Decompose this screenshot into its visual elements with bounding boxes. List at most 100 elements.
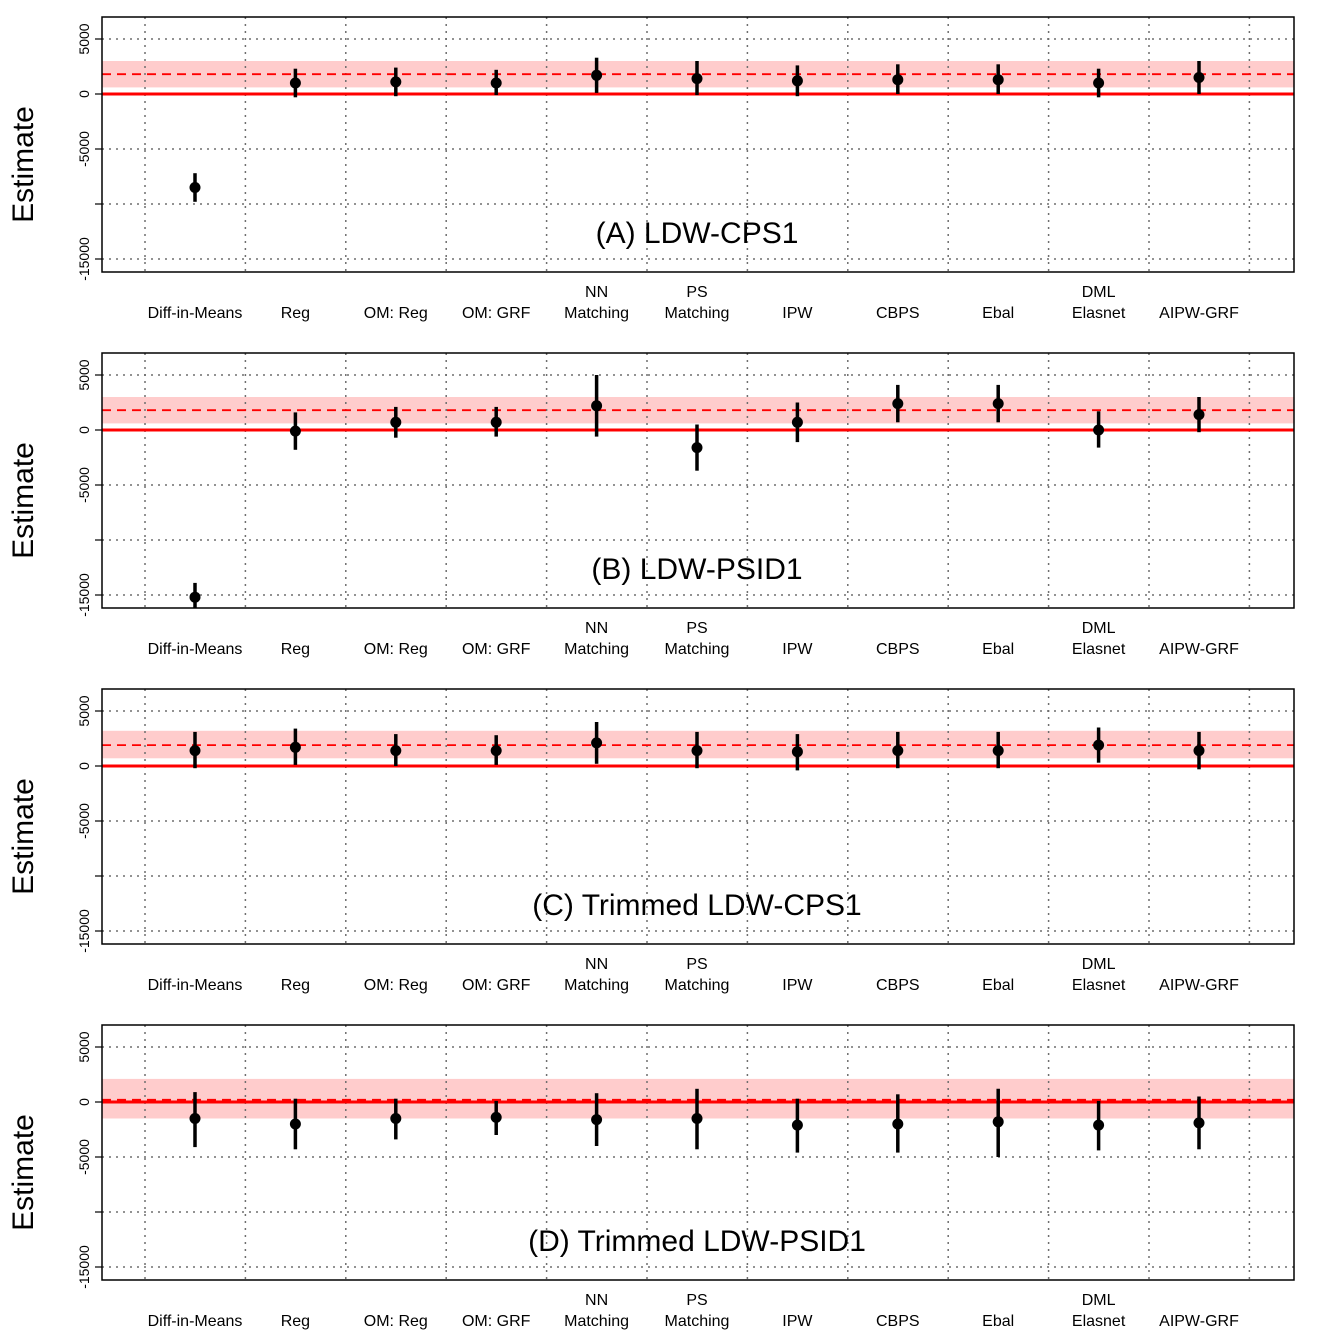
- y-axis-label: Estimate: [7, 1114, 40, 1231]
- x-category-label: Elasnet: [1072, 1313, 1126, 1330]
- y-tick-label: 5000: [76, 695, 92, 726]
- y-tick-label: -5000: [76, 467, 92, 503]
- x-category-label: Matching: [564, 305, 629, 322]
- x-category-label: NN: [585, 1292, 608, 1309]
- y-tick-label: 0: [76, 1098, 92, 1106]
- plot-box: [101, 1024, 1295, 1281]
- estimate-point: [289, 741, 301, 753]
- panel-b: (B) LDW-PSID1 5000 0 -5000 -15000 Estimate Dif…: [7, 352, 1295, 658]
- y-axis-label: Estimate: [7, 778, 40, 895]
- x-category-label: OM: GRF: [462, 641, 531, 658]
- y-tick-label: -15000: [76, 237, 92, 281]
- x-category-label: IPW: [782, 305, 813, 322]
- panel-title: (C) Trimmed LDW-CPS1: [532, 889, 861, 922]
- x-category-label: AIPW-GRF: [1159, 977, 1239, 994]
- x-category-label: NN: [585, 956, 608, 973]
- y-tick-label: -15000: [76, 909, 92, 953]
- x-category-label: CBPS: [876, 305, 920, 322]
- y-tick-label: 0: [76, 426, 92, 434]
- y-tick-label: 5000: [76, 1031, 92, 1062]
- y-tick-label: -5000: [76, 803, 92, 839]
- plot-area: [102, 17, 1294, 272]
- x-category-label: Elasnet: [1072, 641, 1126, 658]
- estimate-point: [1193, 72, 1205, 83]
- estimate-point: [691, 442, 703, 454]
- x-category-label: OM: Reg: [364, 305, 428, 322]
- estimate-point: [189, 1113, 201, 1124]
- plot-box: [101, 688, 1295, 945]
- y-tick-label: -15000: [76, 573, 92, 617]
- x-category-label: Matching: [564, 977, 629, 994]
- estimate-point: [892, 1118, 904, 1130]
- x-category-label: Ebal: [982, 305, 1014, 322]
- x-category-label: Ebal: [982, 1313, 1014, 1330]
- estimate-point: [289, 425, 301, 437]
- x-category-label: DML: [1082, 620, 1116, 637]
- x-category-label: DML: [1082, 1292, 1116, 1309]
- panel-title: (B) LDW-PSID1: [591, 553, 802, 586]
- panel-title: (D) Trimmed LDW-PSID1: [528, 1225, 866, 1258]
- x-category-label: NN: [585, 284, 608, 301]
- x-category-label: Ebal: [982, 641, 1014, 658]
- estimate-point: [189, 182, 201, 193]
- estimate-point: [591, 1114, 603, 1126]
- estimate-point: [1093, 1119, 1105, 1131]
- estimate-point: [390, 76, 402, 88]
- estimate-point: [189, 591, 201, 603]
- x-category-label: CBPS: [876, 977, 920, 994]
- panel-d: (D) Trimmed LDW-PSID1 5000 0 -5000 -15000 Est…: [7, 1024, 1295, 1330]
- estimate-point: [791, 75, 803, 87]
- x-category-label: Diff-in-Means: [148, 641, 243, 658]
- y-tick-label: 0: [76, 90, 92, 98]
- estimate-point: [691, 745, 703, 757]
- estimate-point: [490, 77, 502, 89]
- y-tick-label: -5000: [76, 131, 92, 167]
- x-category-label: Matching: [665, 977, 730, 994]
- y-tick-label: -5000: [76, 1139, 92, 1175]
- estimate-point: [591, 737, 603, 749]
- x-category-label: Reg: [281, 977, 310, 994]
- x-category-label: IPW: [782, 1313, 813, 1330]
- estimate-point: [289, 1118, 301, 1130]
- estimate-point: [490, 416, 502, 428]
- estimate-point: [1193, 745, 1205, 757]
- panel-a: (A) LDW-CPS1 5000 0 -5000 -15000 Estimate Diff…: [7, 16, 1295, 322]
- estimate-point: [791, 1119, 803, 1131]
- x-category-label: OM: Reg: [364, 641, 428, 658]
- x-category-label: CBPS: [876, 1313, 920, 1330]
- x-category-label: IPW: [782, 977, 813, 994]
- plot-area: [102, 689, 1294, 944]
- x-category-label: PS: [686, 1292, 707, 1309]
- estimate-point: [691, 73, 703, 85]
- x-category-label: Reg: [281, 305, 310, 322]
- estimate-point: [1093, 77, 1105, 89]
- x-category-label: Elasnet: [1072, 977, 1126, 994]
- estimate-point: [992, 1116, 1004, 1128]
- y-tick-label: -15000: [76, 1245, 92, 1289]
- x-category-label: Reg: [281, 641, 310, 658]
- panel-title: (A) LDW-CPS1: [596, 217, 799, 250]
- estimate-point: [1193, 1117, 1205, 1129]
- x-category-label: OM: GRF: [462, 977, 531, 994]
- plot-area: [102, 353, 1294, 608]
- plot-box: [101, 16, 1295, 273]
- x-category-label: PS: [686, 284, 707, 301]
- plot-box: [101, 352, 1295, 609]
- estimate-point: [791, 746, 803, 758]
- estimate-point: [289, 77, 301, 89]
- estimate-point: [591, 400, 603, 412]
- x-category-label: DML: [1082, 956, 1116, 973]
- x-category-label: Matching: [564, 1313, 629, 1330]
- x-category-label: Matching: [665, 305, 730, 322]
- y-tick-label: 0: [76, 762, 92, 770]
- estimate-point: [390, 1113, 402, 1124]
- x-category-label: Ebal: [982, 977, 1014, 994]
- x-category-label: PS: [686, 620, 707, 637]
- x-category-label: CBPS: [876, 641, 920, 658]
- estimate-point: [189, 745, 201, 757]
- estimate-point: [490, 745, 502, 757]
- x-category-label: NN: [585, 620, 608, 637]
- x-category-label: Diff-in-Means: [148, 305, 243, 322]
- estimate-point: [691, 1113, 703, 1124]
